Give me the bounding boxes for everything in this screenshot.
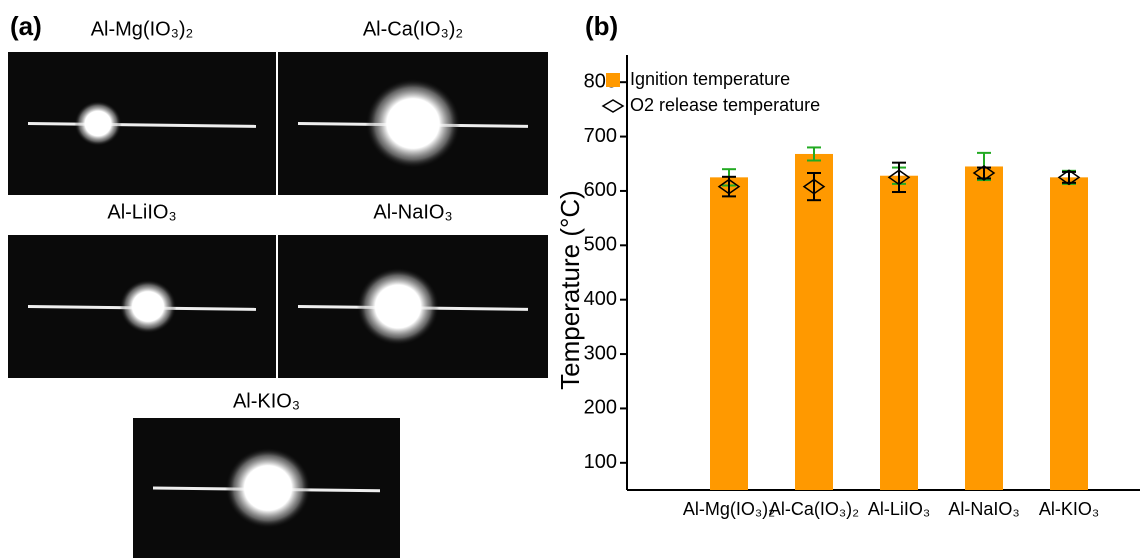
flame bbox=[74, 101, 121, 146]
x-tick-label: Al-LiIO₃ bbox=[868, 499, 930, 519]
x-tick-label: Al-Mg(IO₃)₂ bbox=[683, 499, 775, 519]
photo-caption: Al-Ca(IO₃)₂ bbox=[363, 18, 463, 40]
y-tick-label: 200 bbox=[584, 397, 617, 419]
flame bbox=[120, 280, 177, 334]
bar bbox=[880, 176, 918, 490]
legend-label: Ignition temperature bbox=[630, 69, 790, 89]
bar bbox=[795, 154, 833, 490]
photo-caption: Al-KIO₃ bbox=[233, 390, 300, 412]
flame bbox=[365, 79, 460, 169]
x-tick-label: Al-KIO₃ bbox=[1039, 499, 1099, 519]
panel-label: (b) bbox=[585, 11, 618, 41]
flame bbox=[225, 448, 311, 529]
y-tick-label: 300 bbox=[584, 342, 617, 364]
x-tick-label: Al-Ca(IO₃)₂ bbox=[769, 499, 859, 519]
panel-label: (a) bbox=[10, 11, 42, 41]
y-axis-label: Temperature (°C) bbox=[555, 190, 585, 390]
y-tick-label: 600 bbox=[584, 179, 617, 201]
legend-swatch bbox=[606, 73, 620, 87]
y-tick-label: 500 bbox=[584, 234, 617, 256]
y-tick-label: 100 bbox=[584, 451, 617, 473]
y-tick-label: 400 bbox=[584, 288, 617, 310]
bar bbox=[710, 177, 748, 490]
x-tick-label: Al-NaIO₃ bbox=[948, 499, 1019, 519]
flame bbox=[357, 268, 439, 346]
legend-swatch bbox=[603, 100, 623, 112]
figure: (a) (b) Temperature (°C) Al-Mg(IO₃)₂Al-C… bbox=[0, 0, 1145, 558]
photo-caption: Al-NaIO₃ bbox=[373, 201, 452, 223]
bar bbox=[965, 166, 1003, 490]
photo-caption: Al-LiIO₃ bbox=[107, 201, 176, 223]
page: {"panel_a": {"label": "(a)", "images": [… bbox=[0, 0, 1145, 558]
bar bbox=[1050, 177, 1088, 490]
y-tick-label: 700 bbox=[584, 125, 617, 147]
photo-caption: Al-Mg(IO₃)₂ bbox=[91, 18, 194, 40]
legend-label: O2 release temperature bbox=[630, 95, 820, 115]
